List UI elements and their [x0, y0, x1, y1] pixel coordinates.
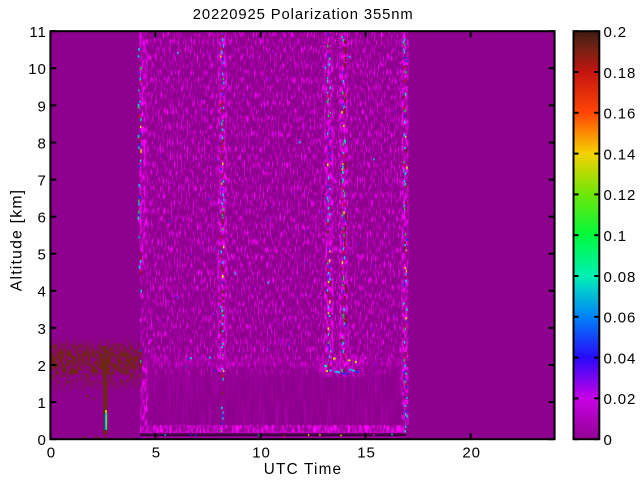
- svg-text:0.08: 0.08: [604, 269, 637, 286]
- svg-text:0.06: 0.06: [604, 310, 637, 327]
- svg-text:5: 5: [38, 247, 47, 264]
- svg-text:0.18: 0.18: [604, 65, 637, 82]
- svg-text:5: 5: [152, 445, 161, 462]
- svg-text:0.1: 0.1: [604, 228, 628, 245]
- svg-text:10: 10: [28, 61, 47, 78]
- svg-text:0: 0: [47, 445, 56, 462]
- svg-text:0: 0: [38, 432, 47, 449]
- svg-text:0.12: 0.12: [604, 187, 637, 204]
- svg-text:0.14: 0.14: [604, 146, 637, 163]
- svg-text:20: 20: [462, 445, 481, 462]
- svg-text:0.2: 0.2: [604, 24, 628, 41]
- svg-text:9: 9: [38, 98, 47, 115]
- svg-text:3: 3: [38, 321, 47, 338]
- svg-text:6: 6: [38, 210, 47, 227]
- svg-text:7: 7: [38, 173, 47, 190]
- svg-text:UTC Time: UTC Time: [264, 461, 342, 478]
- svg-text:1: 1: [38, 395, 47, 412]
- svg-text:0.04: 0.04: [604, 350, 637, 367]
- svg-text:15: 15: [357, 445, 376, 462]
- svg-text:0.16: 0.16: [604, 106, 637, 123]
- svg-text:8: 8: [38, 135, 47, 152]
- svg-text:20220925 Polarization 355nm: 20220925 Polarization 355nm: [193, 7, 414, 23]
- svg-text:11: 11: [29, 24, 46, 41]
- svg-text:10: 10: [252, 445, 271, 462]
- svg-text:2: 2: [38, 358, 47, 375]
- svg-text:4: 4: [38, 284, 47, 301]
- svg-text:0.02: 0.02: [604, 391, 637, 408]
- svg-text:0: 0: [604, 432, 613, 449]
- svg-text:Altitude [km]: Altitude [km]: [9, 189, 26, 292]
